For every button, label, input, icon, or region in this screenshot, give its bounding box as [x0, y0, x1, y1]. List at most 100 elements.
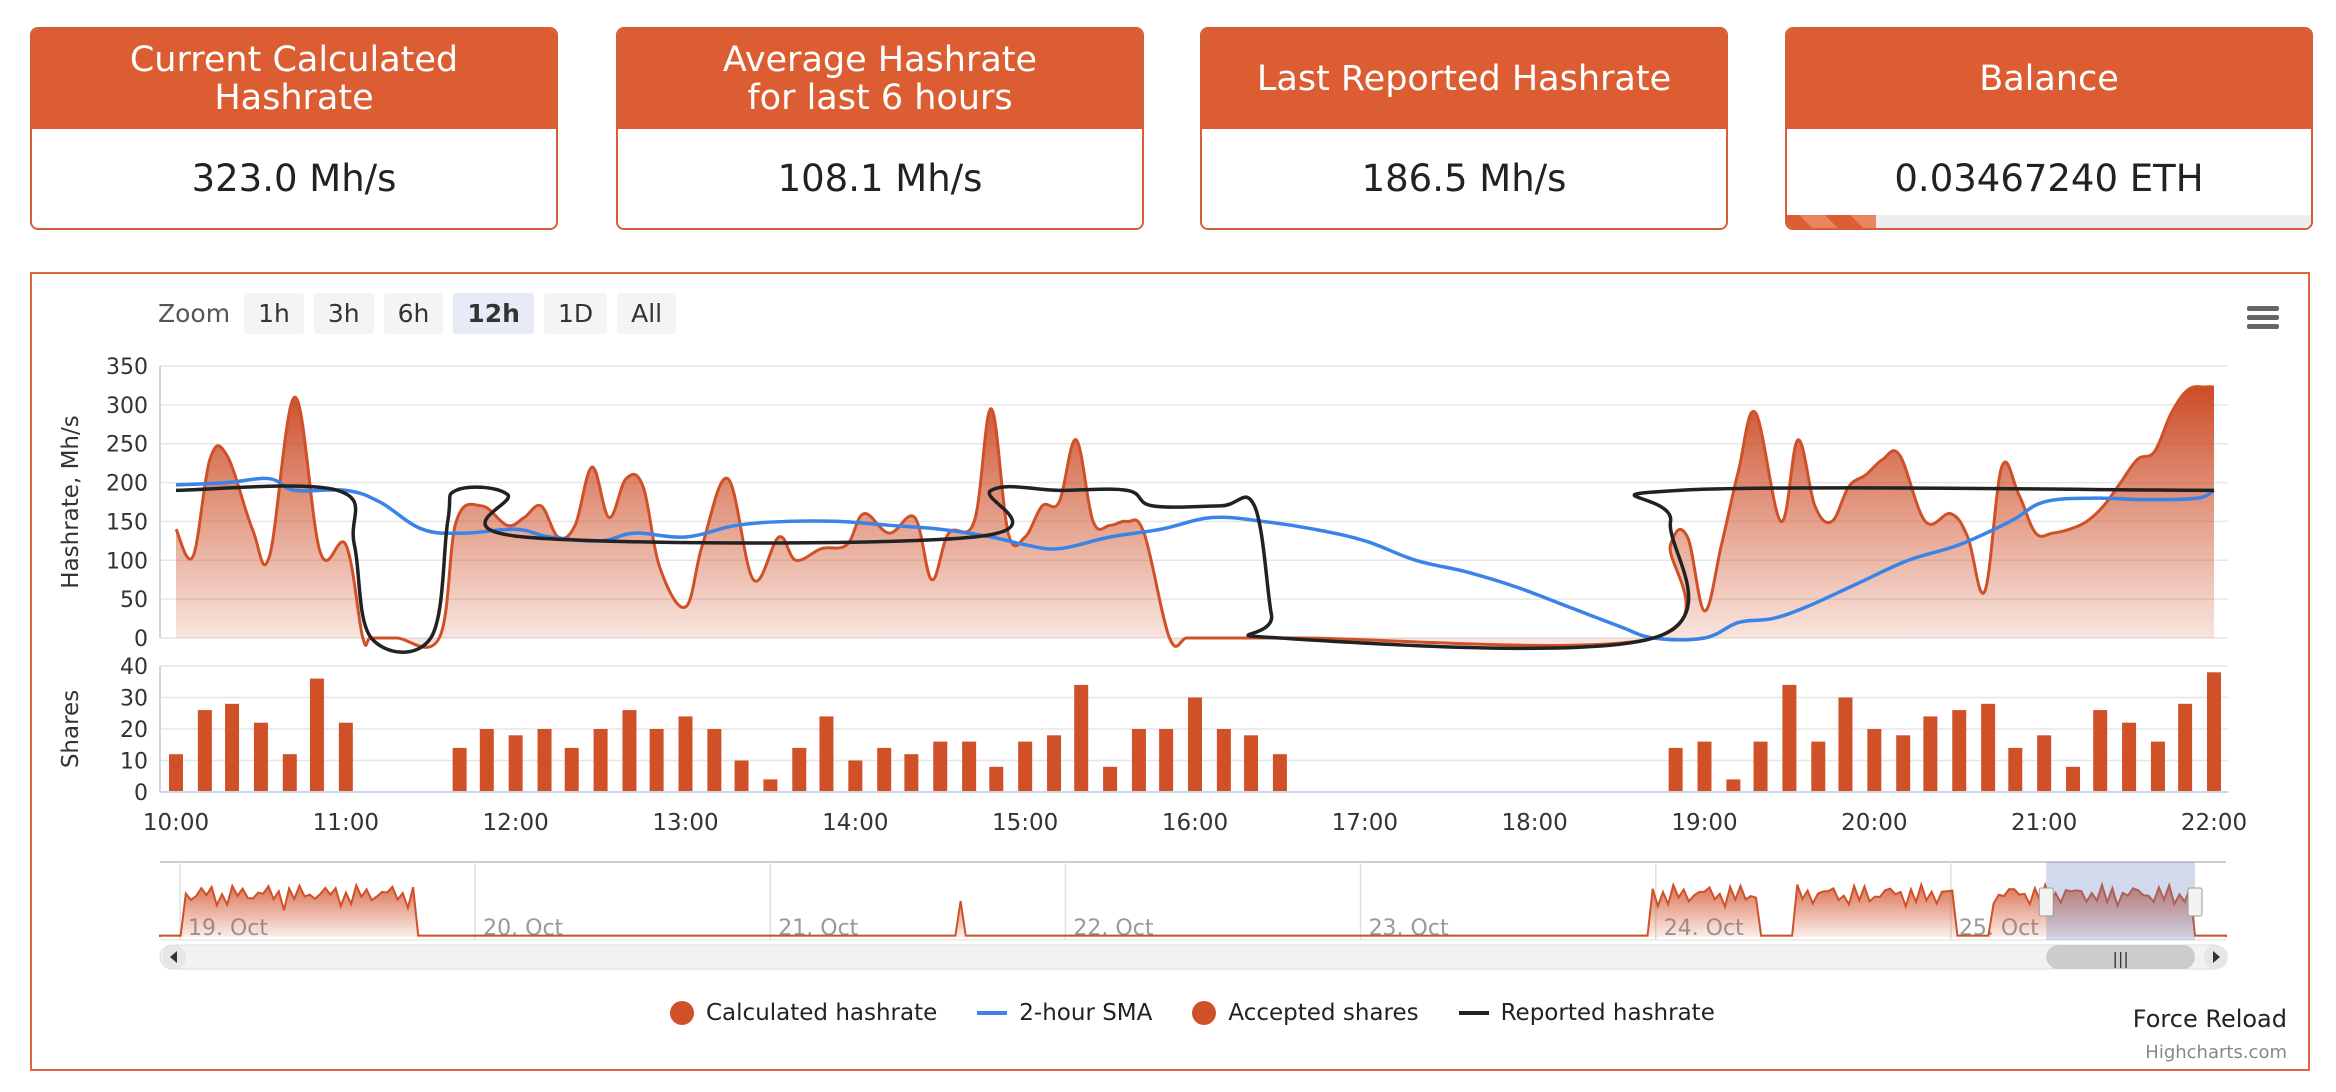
zoom-1h-button[interactable]: 1h [244, 293, 304, 334]
share-bar [819, 716, 834, 792]
share-bar [792, 747, 807, 792]
hashrate-tick-label: 300 [106, 394, 148, 419]
hashrate-tick-label: 350 [106, 355, 148, 380]
x-tick-label: 19:00 [1671, 810, 1737, 836]
share-bar [1188, 697, 1202, 792]
legend-calculated-hashrate[interactable]: Calculated hashrate [670, 1000, 937, 1026]
reported-hashrate-series [175, 484, 2215, 654]
share-bar [1782, 684, 1797, 792]
hashrate-tick-label: 200 [106, 472, 148, 497]
scrollbar-right-arrow-icon [2213, 951, 2220, 963]
share-bar [253, 722, 268, 792]
legend-label: Reported hashrate [1500, 1000, 1715, 1026]
scrollbar-grip-icon: ||| [2113, 949, 2129, 968]
legend-line-icon [977, 1011, 1008, 1015]
card-header: Average Hashrate for last 6 hours [618, 29, 1142, 129]
shares-tick-label: 40 [120, 655, 148, 680]
legend-sma[interactable]: 2-hour SMA [977, 1000, 1152, 1026]
navigator-line [159, 881, 2227, 937]
balance-progress-bar [1787, 215, 2311, 228]
card-value: 323.0 Mh/s [191, 157, 397, 200]
reported-hashrate-card: Last Reported Hashrate 186.5 Mh/s [1200, 27, 1728, 230]
hamburger-menu-icon[interactable] [2247, 306, 2279, 330]
share-bar [763, 779, 778, 792]
calculated-hashrate-series [174, 385, 2215, 649]
share-bar [707, 729, 722, 792]
reported-hashrate-line [175, 484, 2215, 654]
legend-label: 2-hour SMA [1019, 1000, 1153, 1026]
share-bar [2066, 766, 2081, 792]
share-bar [1726, 779, 1741, 792]
share-bar [1244, 735, 1259, 792]
share-bar [1216, 729, 1231, 792]
card-title-line-1: Average Hashrate [722, 40, 1038, 80]
x-tick-label: 12:00 [483, 810, 549, 836]
share-bar [2207, 672, 2221, 792]
share-bar [1753, 741, 1768, 792]
share-bar [2150, 741, 2165, 792]
zoom-6h-button[interactable]: 6h [383, 293, 444, 334]
navigator-selection [2046, 862, 2196, 940]
navigator-area [160, 884, 2226, 937]
balance-progress-fill [1787, 215, 1877, 228]
share-bar [622, 710, 637, 792]
card-title-line-2: for last 6 hours [747, 78, 1013, 118]
zoom-1d-button[interactable]: 1D [543, 293, 608, 334]
highcharts-credits[interactable]: Highcharts.com [2145, 1042, 2287, 1063]
zoom-selector: Zoom 1h 3h 6h 12h 1D All [158, 293, 677, 334]
accepted-shares-series [169, 672, 2221, 792]
balance-card: Balance 0.03467240 ETH [1785, 27, 2313, 230]
share-bar [1131, 729, 1146, 792]
x-tick-label: 18:00 [1502, 810, 1568, 836]
share-bar [2122, 722, 2137, 792]
share-bar [2178, 703, 2193, 792]
x-tick-label: 17:00 [1332, 810, 1398, 836]
hashrate-tick-label: 0 [134, 627, 148, 652]
share-bar [962, 741, 977, 792]
share-bar [508, 735, 523, 792]
hashrate-tick-label: 100 [106, 549, 148, 574]
chart-legend: Calculated hashrate 2-hour SMA Accepted … [670, 1000, 1715, 1026]
zoom-label: Zoom [158, 299, 231, 328]
x-tick-label: 14:00 [822, 810, 888, 836]
x-tick-label: 16:00 [1162, 810, 1228, 836]
share-bar [593, 729, 608, 792]
share-bar [1047, 735, 1062, 792]
card-value: 186.5 Mh/s [1361, 157, 1567, 200]
force-reload-link[interactable]: Force Reload [2132, 1005, 2287, 1033]
share-bar [1697, 741, 1712, 792]
scrollbar-left-arrow-icon [170, 951, 177, 963]
zoom-3h-button[interactable]: 3h [313, 293, 374, 334]
x-tick-label: 13:00 [652, 810, 718, 836]
card-header: Balance [1787, 29, 2311, 129]
calculated-hashrate-line [174, 385, 2215, 649]
x-tick-label: 11:00 [313, 810, 379, 836]
x-tick-label: 10:00 [143, 810, 209, 836]
share-bar [1923, 716, 1938, 792]
share-bar [678, 716, 693, 792]
card-header: Last Reported Hashrate [1202, 29, 1726, 129]
zoom-12h-button[interactable]: 12h [453, 293, 534, 334]
navigator-date-label: 23. Oct [1369, 916, 1449, 941]
share-bar [1668, 747, 1683, 792]
x-tick-label: 22:00 [2181, 810, 2247, 836]
card-title-line-2: Hashrate [214, 78, 374, 118]
share-bar [1159, 729, 1174, 792]
legend-reported-hashrate[interactable]: Reported hashrate [1458, 1000, 1715, 1026]
share-bar [1981, 703, 1996, 792]
legend-line-icon [1458, 1011, 1489, 1015]
legend-accepted-shares[interactable]: Accepted shares [1192, 1000, 1419, 1026]
share-bar [1896, 735, 1911, 792]
share-bar [282, 754, 297, 792]
share-bar [1952, 710, 1967, 792]
card-value: 0.03467240 ETH [1894, 157, 2204, 200]
share-bar [933, 741, 948, 792]
chart-panel [30, 272, 2310, 1071]
share-bar [309, 678, 324, 792]
zoom-all-button[interactable]: All [617, 293, 677, 334]
share-bar [452, 747, 467, 792]
shares-tick-label: 10 [120, 750, 148, 775]
x-tick-label: 21:00 [2011, 810, 2077, 836]
calculated-hashrate-card: Current Calculated Hashrate 323.0 Mh/s [30, 27, 558, 230]
